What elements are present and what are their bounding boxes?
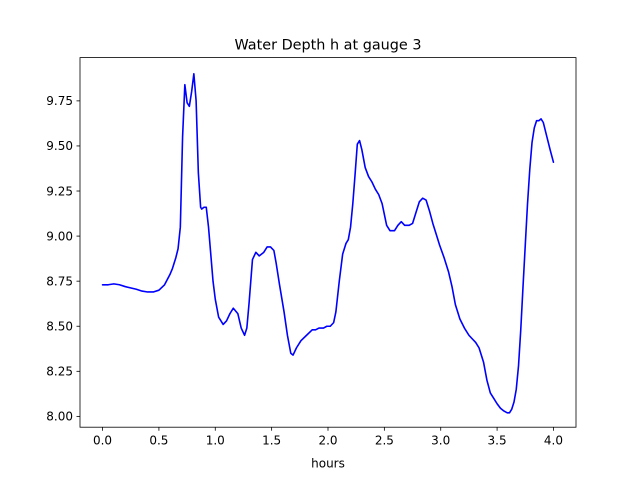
series-line-0 xyxy=(101,73,555,414)
plot-area-frame xyxy=(79,57,577,428)
x-tick-label: 2.5 xyxy=(375,434,394,448)
y-tick-label: 9.50 xyxy=(46,139,73,153)
x-axis-label: hours xyxy=(311,457,345,471)
x-tick-label: 3.0 xyxy=(431,434,450,448)
y-tick-label: 8.00 xyxy=(46,410,73,424)
y-tick-label: 9.75 xyxy=(46,94,73,108)
chart-title: Water Depth h at gauge 3 xyxy=(234,38,421,54)
y-tick-label: 9.25 xyxy=(46,184,73,198)
x-tick-label: 3.5 xyxy=(488,434,507,448)
y-axis-ticks: 8.00 8.25 8.50 8.75 9.00 9.25 9.50 9.75 xyxy=(46,94,80,424)
y-tick-label: 9.00 xyxy=(46,229,73,243)
x-tick-label: 0.0 xyxy=(93,434,112,448)
y-tick-label: 8.50 xyxy=(46,320,73,334)
y-tick-label: 8.75 xyxy=(46,274,73,288)
y-tick-label: 8.25 xyxy=(46,365,73,379)
x-axis-ticks: 0.0 0.5 1.0 1.5 2.0 2.5 3.0 3.5 4.0 xyxy=(93,427,563,448)
x-tick-label: 1.5 xyxy=(262,434,281,448)
x-tick-label: 2.0 xyxy=(318,434,337,448)
x-tick-label: 1.0 xyxy=(206,434,225,448)
x-tick-label: 4.0 xyxy=(544,434,563,448)
x-tick-label: 0.5 xyxy=(149,434,168,448)
plot-series-layer xyxy=(101,73,555,414)
